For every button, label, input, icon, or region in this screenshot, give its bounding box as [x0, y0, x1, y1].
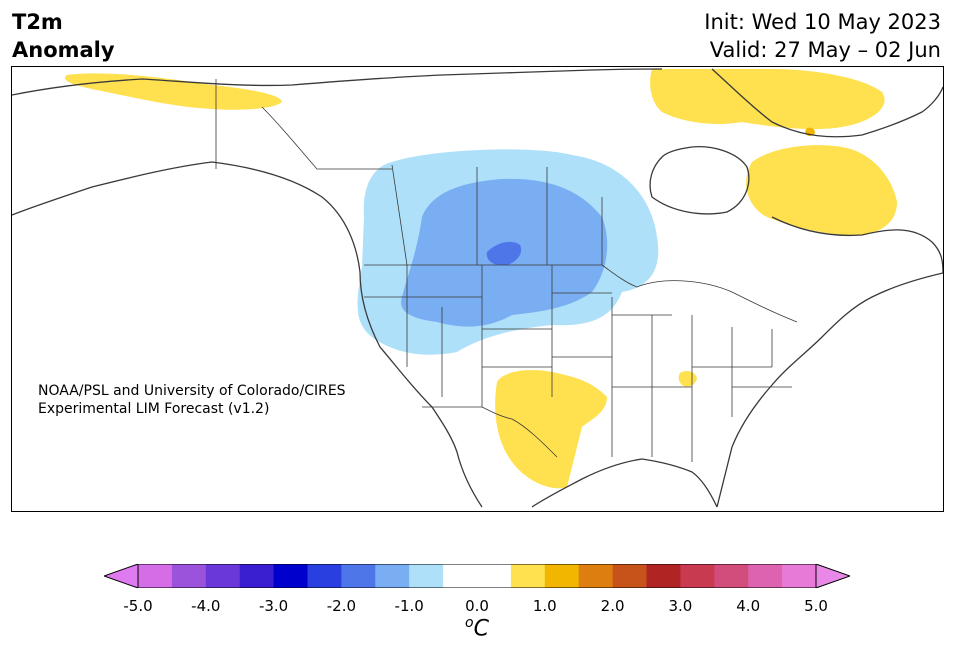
title-line-2: Anomaly — [12, 38, 115, 62]
colorbar-cell — [307, 564, 342, 588]
anomaly-map — [11, 66, 944, 512]
coastlines — [12, 68, 943, 508]
unit-label: oC — [465, 615, 489, 641]
colorbar-tick-label: 4.0 — [736, 597, 761, 615]
unit-superscript: o — [465, 615, 474, 631]
colorbar-cell — [477, 564, 512, 588]
valid-date: Valid: 27 May – 02 Jun — [709, 38, 941, 62]
colorbar-tick-label: -1.0 — [394, 597, 424, 615]
unit-base: C — [473, 616, 489, 642]
forecast-dates: Init: Wed 10 May 2023 Valid: 27 May – 02… — [704, 8, 941, 64]
colorbar-tick-label: 2.0 — [600, 597, 625, 615]
border-yukon-nwt — [261, 106, 392, 170]
colorbar-cell — [205, 564, 241, 588]
colorbar-cell — [748, 564, 783, 588]
colorbar-tick-label: -3.0 — [258, 597, 289, 615]
colorbar-over-arrow — [815, 564, 850, 588]
colorbar-cell — [443, 564, 478, 588]
coastline-arctic — [12, 68, 663, 96]
map-canvas — [12, 68, 943, 508]
colorbar-cells — [138, 564, 817, 588]
credit-text: NOAA/PSL and University of Colorado/CIRE… — [38, 382, 346, 418]
colorbar-outline — [137, 564, 817, 588]
anomaly-yellow-texas — [495, 370, 607, 489]
colorbar-cell — [171, 564, 207, 588]
init-date: Init: Wed 10 May 2023 — [704, 10, 941, 34]
border-us-canada — [364, 264, 798, 323]
anomaly-yellow-quebec — [746, 145, 897, 236]
colorbar-tick-label: 3.0 — [668, 597, 693, 615]
colorbar-tick-label: 5.0 — [804, 597, 828, 615]
colorbar-tick-label: -5.0 — [123, 597, 153, 615]
border-us-mexico — [422, 406, 558, 458]
colorbar-tick-label: 1.0 — [532, 597, 557, 615]
colorbar-cell — [138, 564, 173, 588]
colorbar-cell — [714, 564, 749, 588]
colorbar-cell — [273, 564, 308, 588]
colorbar-cell — [578, 564, 614, 588]
colorbar-cell — [341, 564, 376, 588]
credit-line-2: Experimental LIM Forecast (v1.2) — [38, 401, 270, 417]
colorbar-cell — [510, 564, 546, 588]
colorbar-cell — [375, 564, 410, 588]
state-lines-west — [364, 265, 613, 457]
state-lines-east — [612, 314, 792, 462]
colorbar-cell — [612, 564, 647, 588]
anomaly-dark-blue — [486, 241, 522, 266]
colorbar-tick-label: -2.0 — [326, 597, 357, 615]
anomaly-yellow-alaska — [64, 73, 282, 110]
coastline-hudson-bay — [649, 146, 750, 215]
coastline-north-islands — [711, 68, 943, 138]
colorbar — [104, 564, 850, 588]
colorbar-cell — [544, 564, 580, 588]
colorbar-cell — [239, 564, 275, 588]
anomaly-shading — [64, 69, 897, 489]
colorbar-under-arrow — [104, 564, 139, 588]
coastline-gulf — [531, 458, 718, 508]
anomaly-yellow-southeast — [678, 370, 697, 387]
credit-line-1: NOAA/PSL and University of Colorado/CIRE… — [38, 383, 346, 399]
colorbar-cell — [782, 564, 817, 588]
colorbar-cell — [646, 564, 681, 588]
colorbar-cell — [409, 564, 444, 588]
coastline-west — [12, 161, 483, 508]
colorbar-cell — [680, 564, 715, 588]
colorbar-tick-label: -4.0 — [191, 597, 221, 615]
coastline-atlantic — [716, 272, 943, 508]
political-borders — [215, 79, 798, 462]
map-title: T2m Anomaly — [12, 8, 115, 64]
border-bc-alberta — [391, 164, 408, 266]
anomaly-yellow-baffin — [650, 69, 885, 130]
colorbar-tick-label: 0.0 — [465, 597, 489, 615]
title-line-1: T2m — [12, 10, 63, 34]
coastline-labrador — [771, 216, 943, 274]
